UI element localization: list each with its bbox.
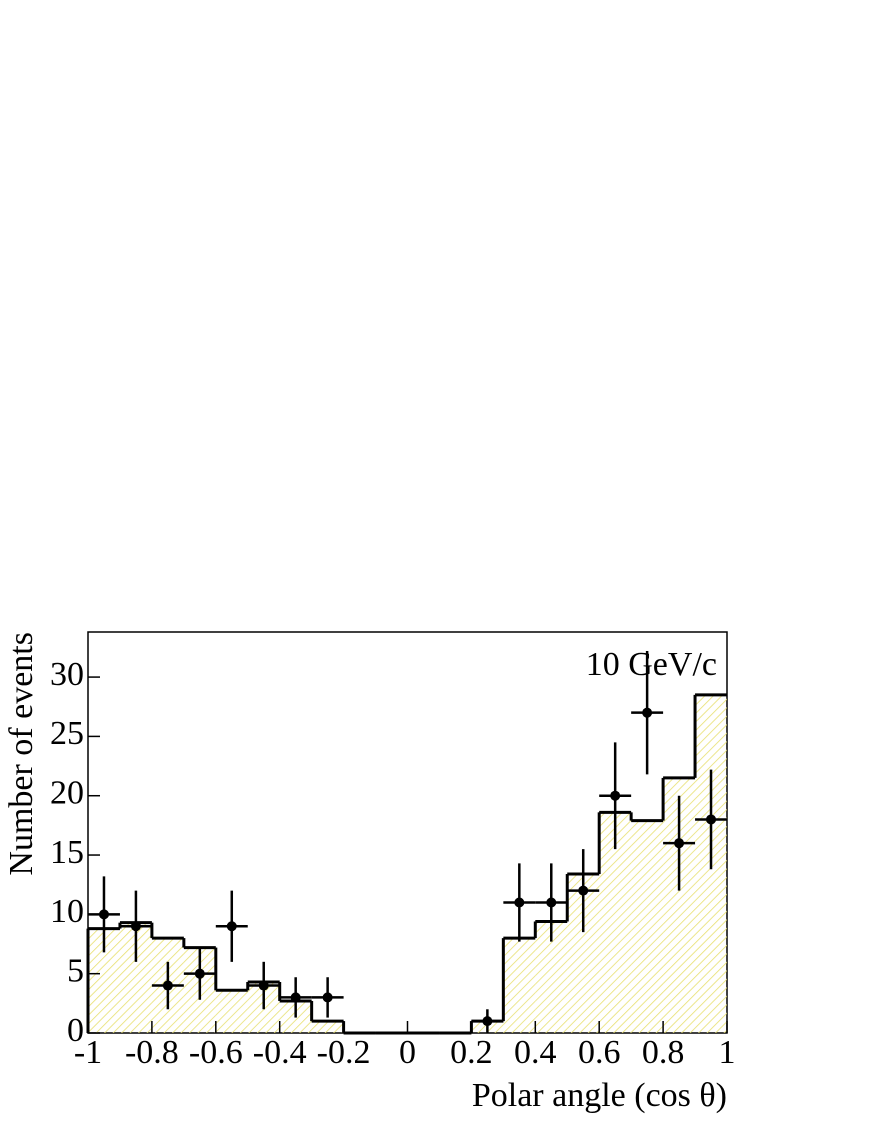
data-point (610, 790, 621, 801)
data-point (130, 921, 141, 932)
histogram-bin (215, 990, 248, 1033)
x-axis-label: Polar angle (cos θ) (472, 1077, 727, 1114)
data-point (642, 707, 653, 718)
data-point (578, 885, 589, 896)
y-tick-label: 0 (67, 1012, 84, 1049)
histogram-bin (503, 938, 536, 1033)
histogram-bin (631, 820, 664, 1033)
data-point (162, 980, 173, 991)
data-point (226, 921, 237, 932)
y-tick-label: 20 (50, 775, 84, 812)
data-point (322, 992, 333, 1003)
x-tick-label: -0.8 (125, 1034, 179, 1071)
data-point (290, 992, 301, 1003)
data-point (258, 980, 269, 991)
annotation: 10 GeV/c (586, 646, 717, 683)
x-tick-label: 1 (719, 1034, 736, 1071)
histogram-bin (311, 1021, 344, 1033)
y-tick-label: 30 (50, 656, 84, 693)
data-point (674, 838, 685, 849)
x-tick-label: 0 (399, 1034, 416, 1071)
data-point (98, 909, 109, 920)
data-point (706, 814, 717, 825)
data-point (482, 1016, 493, 1027)
y-tick-label: 5 (67, 952, 84, 989)
x-tick-label: 0.6 (578, 1034, 621, 1071)
plot-area (86, 631, 728, 1035)
x-tick-label: 0.4 (514, 1034, 557, 1071)
y-tick-label: 10 (50, 893, 84, 930)
x-tick-label: 0.8 (642, 1034, 685, 1071)
y-tick-label: 15 (50, 834, 84, 871)
x-tick-label: -1 (74, 1034, 102, 1071)
data-point (194, 968, 205, 979)
x-tick-label: -0.4 (253, 1034, 307, 1071)
data-point (514, 897, 525, 908)
x-tick-label: -0.6 (189, 1034, 243, 1071)
x-tick-label: 0.2 (450, 1034, 493, 1071)
x-tick-label: -0.2 (317, 1034, 371, 1071)
y-tick-label: 25 (50, 715, 84, 752)
data-point (546, 897, 557, 908)
y-axis-label: Number of events (3, 632, 40, 876)
